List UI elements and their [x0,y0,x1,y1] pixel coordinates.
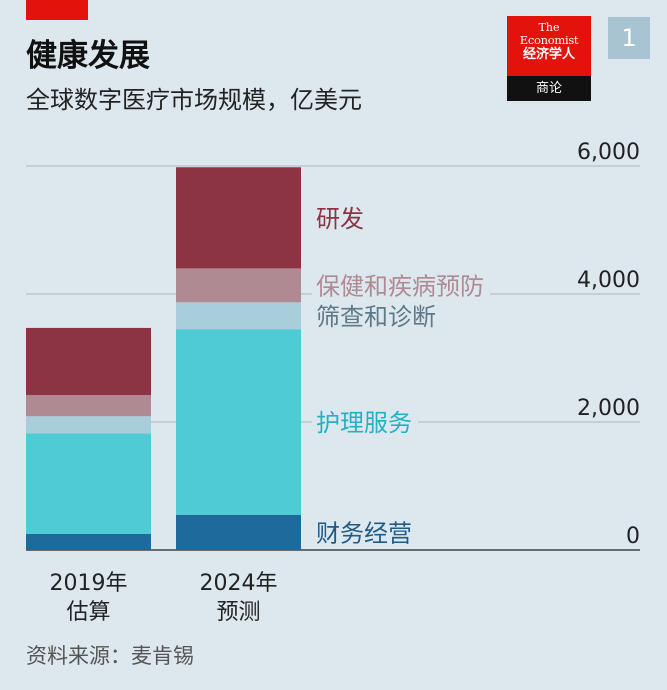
y-tick-label: 4,000 [577,268,640,293]
series-label: 筛查和诊断 [316,303,436,331]
bar-segment [26,416,151,434]
bar-segment [176,302,301,330]
bar-segment [176,514,301,550]
chart-title: 健康发展 [26,38,150,74]
chart-subtitle: 全球数字医疗市场规模，亿美元 [26,86,362,114]
x-tick-label: 2019年 [50,571,128,596]
series-label-bg [312,517,418,548]
logo-line-the: The [538,21,560,34]
bar-segment [176,329,301,515]
series-label-bg [312,407,418,437]
logo-bottom-label: 商论 [507,76,591,101]
series-label: 保健和疾病预防 [316,272,484,300]
logo-line-economist: Economist [519,33,579,47]
bar-segment [176,167,301,269]
series-label: 护理服务 [316,409,412,437]
series-label: 财务经营 [316,519,412,547]
x-tick-label: 2024年 [200,571,278,596]
bar-segment [26,433,151,534]
bar-layer [26,167,301,550]
x-tick-label: 估算 [66,600,110,625]
economist-red-tag [26,0,88,20]
bar-segment [26,327,151,396]
series-label-bg [312,300,442,331]
x-tick-label: 预测 [216,600,260,625]
source-note: 资料来源：麦肯锡 [26,644,194,668]
bar-segment [176,268,301,303]
economist-logo: The Economist 经济学人 商论 [507,16,591,101]
logo-line-chinese: 经济学人 [522,47,575,62]
bar-segment [26,395,151,417]
series-label: 研发 [316,205,364,233]
chart-number-badge: 1 [608,17,650,59]
y-tick-label: 6,000 [577,140,640,165]
bar-segment [26,534,151,550]
y-tick-label: 0 [626,524,640,549]
series-label-bg [312,202,370,233]
y-tick-label: 2,000 [577,396,640,421]
series-label-bg [312,270,490,301]
